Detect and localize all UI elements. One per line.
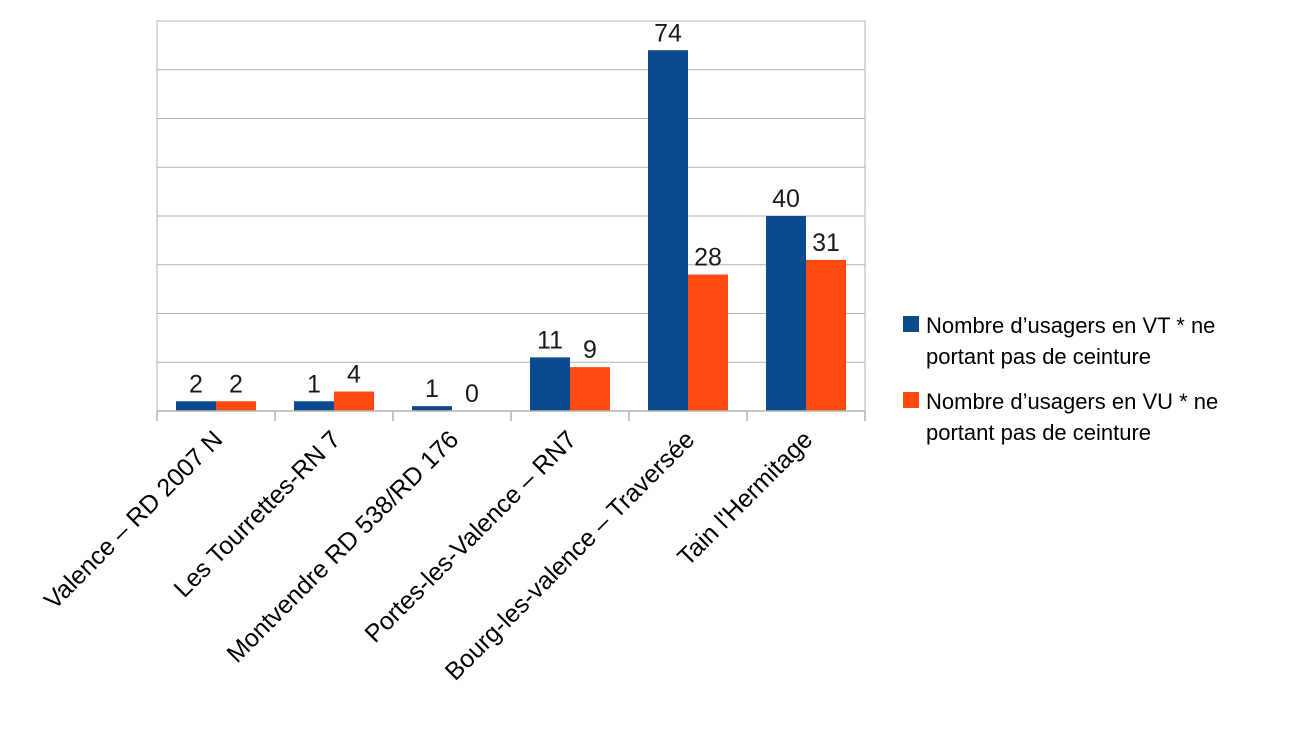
bar-series1 [412, 406, 452, 411]
data-label: 40 [772, 185, 800, 213]
category-label: Portes-les-Valence – RN7 [359, 425, 582, 648]
data-label: 2 [229, 370, 243, 398]
bar-series2 [806, 259, 846, 411]
bar-series2 [334, 391, 374, 411]
bar-series2 [570, 367, 610, 411]
data-label: 28 [694, 244, 722, 272]
bar-series2 [216, 401, 256, 411]
category-label: Bourg-les-valence – Traversée [440, 425, 701, 686]
bar-series2 [688, 274, 728, 411]
data-label: 1 [425, 375, 439, 403]
legend-label-series1: portant pas de ceinture [926, 344, 1151, 369]
gridlines [156, 20, 866, 412]
data-label: 11 [537, 326, 563, 354]
category-label: Montvendre RD 538/RD 176 [221, 425, 464, 668]
legend-label-series2: Nombre d’usagers en VU * ne [926, 389, 1218, 414]
legend-swatch-series1 [903, 316, 919, 332]
bars [176, 50, 846, 411]
legend-label-series1: Nombre d’usagers en VT * ne [926, 313, 1215, 338]
data-label: 1 [307, 370, 321, 398]
bar-series1 [648, 50, 688, 411]
bar-series1 [530, 357, 570, 411]
data-label: 0 [465, 380, 479, 408]
data-label: 2 [189, 370, 203, 398]
data-label: 9 [583, 336, 597, 364]
bar-series1 [766, 216, 806, 411]
bar-series1 [176, 401, 216, 411]
x-axis [156, 410, 866, 421]
legend: Nombre d’usagers en VT * ne portant pas d… [903, 313, 1218, 445]
data-label: 4 [347, 361, 361, 389]
bar-series1 [294, 401, 334, 411]
legend-swatch-series2 [903, 392, 919, 408]
legend-label-series2: portant pas de ceinture [926, 420, 1151, 445]
data-label: 74 [654, 19, 682, 47]
data-label: 31 [812, 229, 840, 257]
